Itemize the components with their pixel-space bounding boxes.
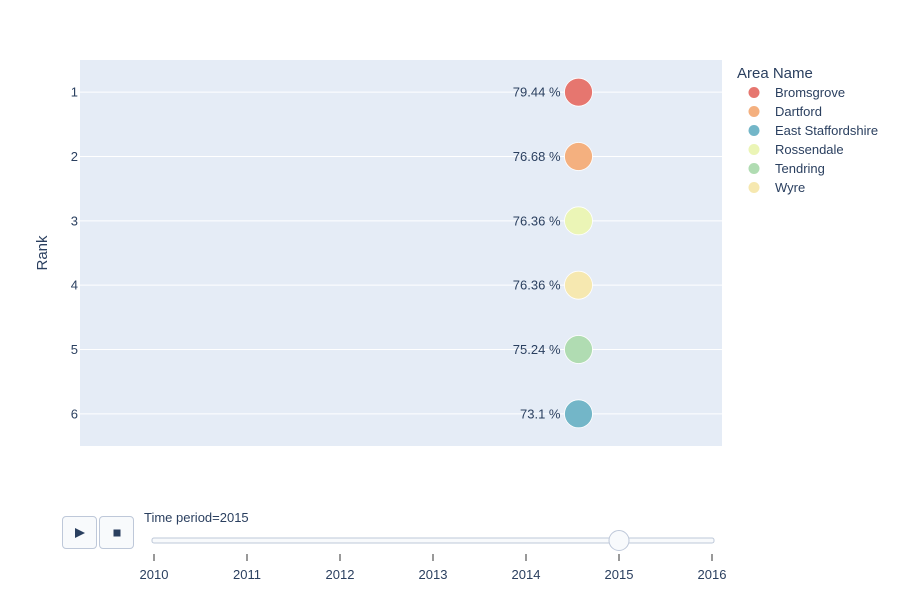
y-tick-label: 1 [71, 85, 78, 100]
stop-button[interactable] [99, 516, 134, 549]
legend-marker [748, 163, 760, 174]
legend-marker [748, 144, 760, 155]
play-button[interactable] [62, 516, 97, 549]
slider-current-value: Time period=2015 [144, 510, 249, 525]
data-point: 73.1 % [520, 399, 593, 429]
data-label: 79.44 % [513, 85, 561, 100]
data-label: 73.1 % [520, 406, 561, 421]
legend-item[interactable]: Rossendale [748, 142, 844, 157]
data-point: 76.68 % [513, 142, 593, 171]
stop-icon [113, 529, 120, 536]
slider-tick-label: 2013 [419, 567, 448, 582]
y-tick-label: 6 [71, 406, 78, 421]
legend-marker [748, 87, 760, 98]
y-tick-label: 3 [71, 213, 78, 228]
legend-item[interactable]: East Staffordshire [748, 123, 879, 138]
time-slider[interactable]: Time period=2015 2010 2011 2012 2013 2014 201… [140, 510, 727, 582]
marker [564, 77, 593, 107]
y-axis-title: Rank [34, 235, 51, 271]
legend-label: Tendring [775, 161, 825, 176]
data-point: 76.36 % [513, 270, 593, 300]
slider-tick-label: 2015 [605, 567, 634, 582]
legend-label: East Staffordshire [775, 123, 878, 138]
data-point: 75.24 % [513, 335, 593, 364]
slider-handle[interactable] [608, 530, 630, 551]
slider-tick-label: 2016 [698, 567, 727, 582]
marker [564, 399, 593, 429]
play-icon [74, 527, 85, 538]
marker [564, 270, 593, 300]
legend-title: Area Name [737, 65, 813, 82]
legend-label: Bromsgrove [775, 85, 845, 100]
legend-marker [748, 182, 760, 193]
legend-label: Wyre [775, 180, 805, 195]
legend-label: Rossendale [775, 142, 844, 157]
slider-tick-label: 2014 [512, 567, 541, 582]
y-axis-ticks: 1 2 3 4 5 6 [71, 85, 78, 422]
slider-tick-label: 2010 [140, 567, 169, 582]
gridlines [80, 91, 722, 415]
data-points: 79.44 % 76.68 % 76.36 % 76.36 % 75.24 % 73.1 … [513, 77, 593, 429]
data-label: 76.68 % [513, 149, 561, 164]
slider-ticks: 2010 2011 2012 2013 2014 2015 2016 [140, 554, 727, 582]
y-tick-label: 4 [71, 278, 78, 293]
marker [564, 206, 593, 236]
marker [564, 142, 593, 171]
slider-tick-label: 2011 [233, 567, 261, 582]
data-label: 75.24 % [513, 342, 561, 357]
plot-area [80, 60, 722, 446]
data-label: 76.36 % [513, 278, 561, 293]
data-point: 76.36 % [513, 206, 593, 236]
legend-marker [748, 125, 760, 136]
data-label: 76.36 % [513, 213, 561, 228]
legend-item[interactable]: Dartford [748, 104, 822, 119]
y-tick-label: 5 [71, 342, 78, 357]
legend-item[interactable]: Tendring [748, 161, 825, 176]
slider-tick-label: 2012 [326, 567, 355, 582]
slider-rail[interactable] [151, 537, 715, 544]
data-point: 79.44 % [513, 77, 593, 107]
y-tick-label: 2 [71, 149, 78, 164]
legend-label: Dartford [775, 104, 822, 119]
legend-item[interactable]: Bromsgrove [748, 85, 846, 100]
legend-marker [748, 106, 760, 117]
marker [564, 335, 593, 364]
legend: Area Name Bromsgrove Dartford East Staffor… [737, 65, 878, 195]
legend-item[interactable]: Wyre [748, 180, 806, 195]
